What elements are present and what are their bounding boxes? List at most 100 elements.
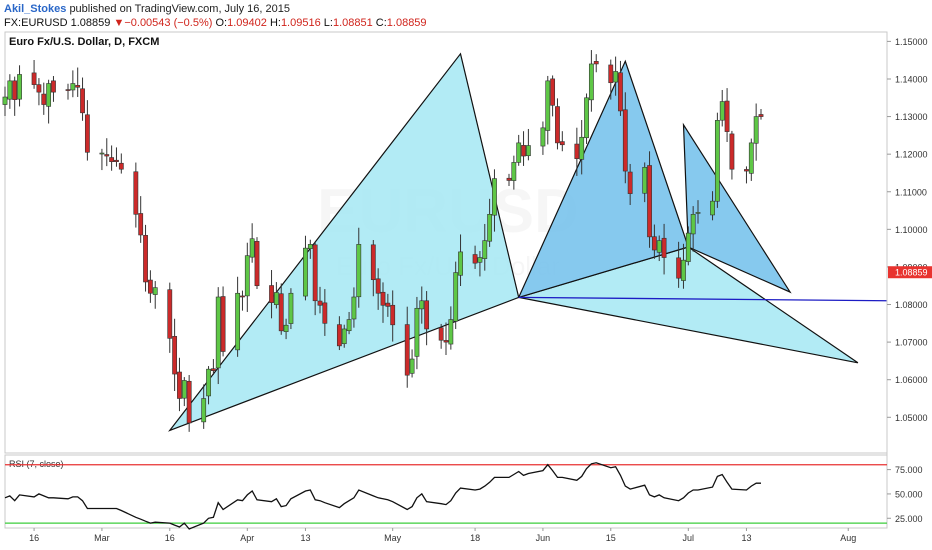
candle-body-down [118,162,124,170]
open-label: O: [215,17,228,29]
candle [525,128,531,161]
candle [215,287,221,385]
candle [622,92,628,184]
candle [516,134,522,166]
candle [419,286,425,324]
candle [80,77,85,121]
candle-body-up [613,71,619,83]
candle [642,162,648,203]
candle [608,59,614,100]
publish-info: Akil_Stokes published on TradingView.com… [4,3,290,15]
candle-body-down [278,293,284,332]
candle-body-down [375,278,381,294]
candle [375,268,381,310]
rsi-label: RSI (7, close) [9,459,64,469]
candle-body-up [453,272,459,322]
candle-body-up [487,214,493,242]
candle-body-up [656,240,662,253]
author-link[interactable]: Akil_Stokes [4,3,67,15]
time-tick-label: 16 [165,533,175,543]
candle [288,288,294,330]
candle-body-down [167,289,173,339]
candle [390,290,396,342]
candle [676,241,682,288]
pattern-inner-triangle[interactable] [682,122,792,294]
candle-body-up [695,212,701,214]
price-tick-label: 1.12000 [895,150,928,160]
candle [307,239,313,259]
candle-body-up [152,287,158,295]
rsi-pane-frame [4,454,888,529]
candle-body-down [114,159,119,162]
candle-body-up [70,83,76,91]
last-price-label: 1.08859 [895,268,928,278]
candle-body-up [545,80,551,131]
ohlc-info: FX:EURUSD 1.08859 ▼−0.00543 (−0.5%) O:1.… [4,17,427,29]
high-label: H: [269,17,281,29]
candle [511,155,517,190]
pattern-right-triangle[interactable] [517,59,690,299]
candle [618,60,623,116]
published-text: published on TradingView.com, July 16, 2… [69,3,290,15]
candle-body-down [177,371,182,399]
candle [593,54,599,73]
candle-body-down [172,336,178,375]
candle-body-down [661,237,667,258]
candle-body-down [133,171,139,215]
candle [118,153,124,174]
candle-body-down [380,291,386,306]
candle-body-up [181,380,187,399]
candle [269,270,274,319]
candle-body-up [525,145,531,157]
candle-body-down [627,171,633,194]
candle-body-down [143,235,148,283]
price-tick-label: 1.13000 [895,112,928,122]
candle-body-up [748,142,754,174]
candle-body-up [685,232,691,262]
candle [341,324,347,348]
candle-body-down [322,302,328,324]
candle-body-down [618,72,623,112]
candle [12,76,18,116]
candle-body-down [75,85,81,88]
close-label: C: [375,17,387,29]
candle-body-up [642,167,648,194]
candle-body-down [744,169,749,172]
candle [559,131,565,152]
candle-body-up [579,136,585,160]
candle-body-up [7,80,13,100]
support-line[interactable] [518,296,888,302]
candle-body-up [201,398,207,423]
candle-body-up [516,142,522,163]
rsi-line [4,462,761,530]
candle [627,163,633,206]
harmonic-pattern[interactable] [168,52,859,432]
candle-body-up [288,292,294,324]
candle-body-up [482,240,488,259]
candle-body-down [608,64,614,84]
candle-body-down [41,93,47,105]
candle-body-up [714,120,720,202]
candle [7,74,13,109]
candle [201,384,207,429]
candle [31,59,37,89]
candle-body-down [36,84,42,93]
time-tick-label: 13 [741,533,751,543]
candle-body-down [521,145,526,157]
candle [351,287,357,328]
rsi-tick-label: 50.000 [895,489,923,499]
candle [506,173,512,186]
candle-body-down [317,300,323,306]
candle-body-down [80,88,85,114]
candle [109,145,115,171]
candle [244,242,250,312]
candle [690,206,696,252]
candle-body-down [443,340,449,343]
low-label: L: [323,17,333,29]
candle-body-up [346,319,352,332]
price-tick-label: 1.08000 [895,300,928,310]
candle [133,162,139,228]
candle [249,223,255,263]
candle [220,286,226,357]
